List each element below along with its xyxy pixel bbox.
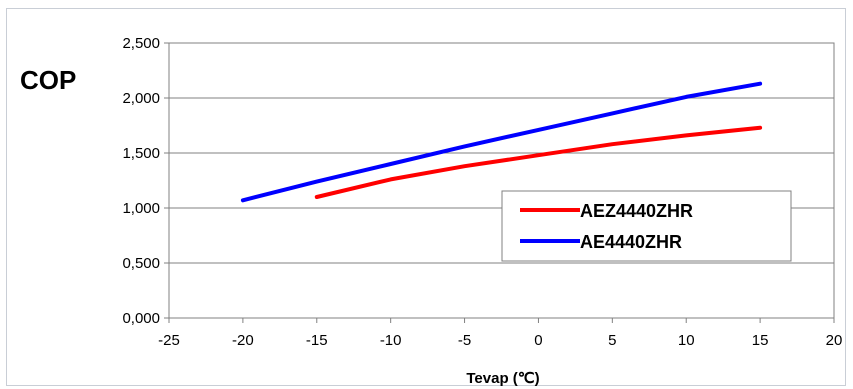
x-axis: -25 -20 -15 -10 -5 0 5 10 15 20 bbox=[158, 318, 842, 349]
y-tick-label: 1,000 bbox=[122, 200, 160, 217]
x-tick-label: -10 bbox=[380, 332, 402, 349]
x-tick-label: 10 bbox=[678, 332, 695, 349]
x-tick-label: 0 bbox=[534, 332, 542, 349]
y-tick-label: 2,500 bbox=[122, 35, 160, 52]
legend-box bbox=[501, 190, 792, 262]
y-tick-label: 0,000 bbox=[122, 310, 160, 327]
y-tick-label: 1,500 bbox=[122, 145, 160, 162]
series-line-ae4440zhr bbox=[240, 81, 763, 203]
plot-area bbox=[168, 42, 835, 319]
legend-label-aez4440zhr: AEZ4440ZHR bbox=[580, 201, 693, 221]
legend-label-ae4440zhr: AE4440ZHR bbox=[580, 232, 682, 252]
x-tick-label: 20 bbox=[826, 332, 843, 349]
x-tick-label: -25 bbox=[158, 332, 180, 349]
x-axis-label: Tevap (℃) bbox=[466, 370, 539, 387]
x-tick-label: -20 bbox=[232, 332, 254, 349]
series-line-aez4440zhr bbox=[314, 125, 763, 199]
x-tick-label: -15 bbox=[306, 332, 328, 349]
x-tick-label: -5 bbox=[458, 332, 471, 349]
y-tick-label: 2,000 bbox=[122, 90, 160, 107]
y-axis-label: COP bbox=[20, 65, 76, 95]
x-tick-label: 5 bbox=[608, 332, 616, 349]
series-lines bbox=[240, 81, 763, 203]
y-tick-label: 0,500 bbox=[122, 255, 160, 272]
x-tick-label: 15 bbox=[752, 332, 769, 349]
legend: AEZ4440ZHR AE4440ZHR bbox=[501, 190, 792, 262]
y-axis: 0,000 0,500 1,000 1,500 2,000 2,500 bbox=[122, 35, 169, 327]
